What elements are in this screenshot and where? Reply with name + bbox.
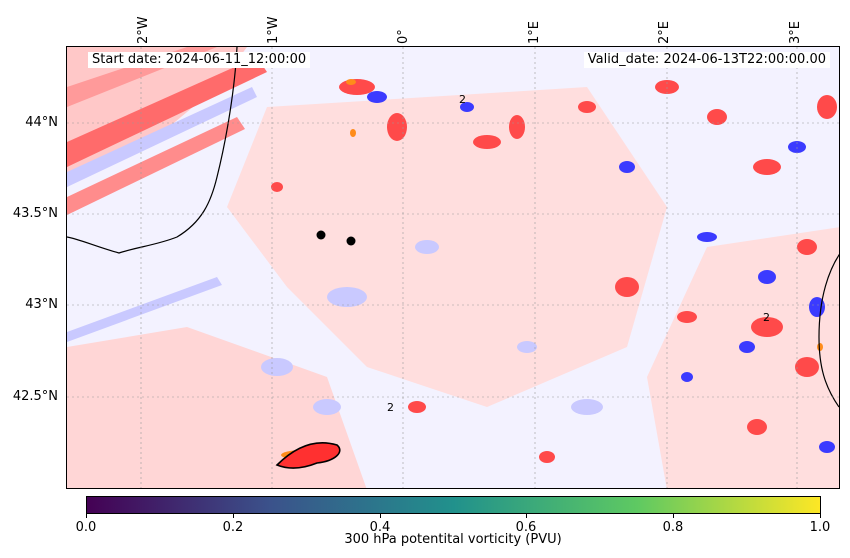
contour-label: 2: [763, 311, 770, 324]
colorbar-tick-label: 0.4: [369, 520, 391, 535]
pale-red-region-east: [647, 227, 839, 488]
lon-label-2w: 2°W: [136, 16, 151, 44]
red-band-2: [67, 117, 245, 215]
lon-label-3e: 3°E: [788, 21, 803, 44]
lon-label-1e: 1°E: [527, 21, 542, 44]
colorbar-tick-label: 0.2: [222, 520, 244, 535]
lat-label-44n: 44°N: [25, 115, 58, 130]
station-marker-2: [346, 236, 356, 246]
vorticity-field-map: 2 2 2: [67, 47, 839, 488]
lon-label-0: 0°: [396, 29, 411, 44]
lat-label-42-5n: 42.5°N: [12, 389, 58, 404]
blue-blobs: [367, 91, 835, 453]
map-frame: 2 2 2: [66, 46, 840, 489]
colorbar-tick: [673, 514, 674, 518]
colorbar-tick: [86, 514, 87, 518]
colorbar-tick-label: 0.6: [515, 520, 537, 535]
light-blue-blobs: [261, 240, 603, 415]
colorbar-tick: [526, 514, 527, 518]
station-marker-1: [316, 230, 326, 240]
lon-label-1w: 1°W: [266, 16, 281, 44]
colorbar: [86, 496, 821, 514]
contour-label: 2: [459, 93, 466, 106]
valid-date-label: Valid_date: 2024-06-13T22:00:00.00: [583, 52, 830, 68]
sw-vortex-core: [275, 442, 341, 469]
colorbar-tick-label: 0.8: [662, 520, 684, 535]
coastline-mediterranean: [818, 253, 839, 408]
colorbar-tick-label: 1.0: [809, 520, 831, 535]
coastline-bay-of-biscay: [67, 47, 238, 254]
blue-band-nw: [67, 87, 257, 187]
colorbar-tick-label: 0.0: [75, 520, 97, 535]
red-band-1: [67, 57, 267, 167]
lat-label-43n: 43°N: [25, 297, 58, 312]
colorbar-tick: [233, 514, 234, 518]
contour-label: 2: [387, 401, 394, 414]
blue-band-sw: [67, 277, 222, 342]
colorbar-tick: [820, 514, 821, 518]
start-date-label: Start date: 2024-06-11_12:00:00: [88, 52, 311, 68]
colorbar-tick: [380, 514, 381, 518]
lat-label-43-5n: 43.5°N: [12, 206, 58, 221]
colorbar-title: 300 hPa potentital vorticity (PVU): [344, 532, 562, 547]
pale-red-region-center: [227, 87, 667, 407]
graticule: [67, 47, 839, 488]
lon-label-2e: 2°E: [657, 21, 672, 44]
